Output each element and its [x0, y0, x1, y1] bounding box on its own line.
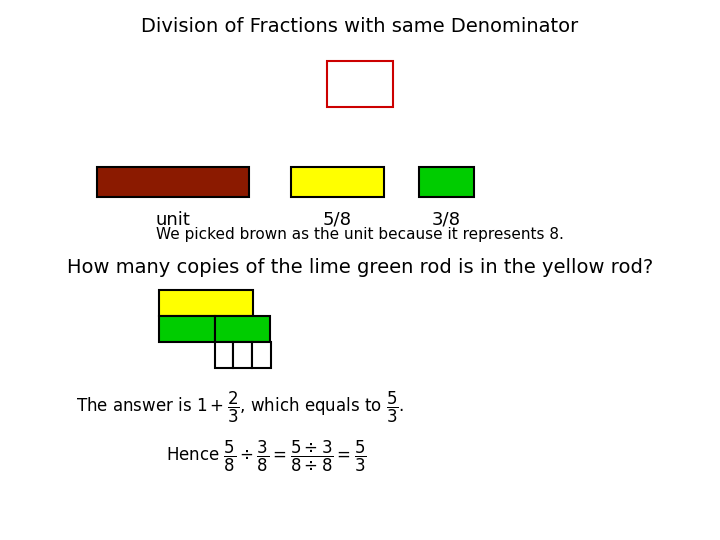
Bar	[327, 60, 393, 106]
Text: 5: 5	[339, 65, 351, 83]
Text: How many copies of the lime green rod is in the yellow rod?: How many copies of the lime green rod is…	[67, 258, 653, 277]
Text: 3: 3	[369, 65, 381, 83]
Bar	[97, 167, 249, 197]
Bar	[159, 316, 215, 342]
Text: 3/8: 3/8	[432, 211, 461, 228]
Bar	[233, 342, 252, 368]
Text: 8: 8	[369, 84, 381, 103]
Bar	[215, 342, 233, 368]
Text: 8: 8	[339, 84, 351, 103]
Text: We picked brown as the unit because it represents 8.: We picked brown as the unit because it r…	[156, 227, 564, 242]
Text: The answer is $1 + \dfrac{2}{3}$, which equals to $\dfrac{5}{3}$.: The answer is $1 + \dfrac{2}{3}$, which …	[76, 390, 405, 426]
Text: unit: unit	[156, 211, 191, 228]
Bar	[215, 316, 270, 342]
Bar	[419, 167, 474, 197]
Text: ÷: ÷	[354, 75, 366, 89]
Bar	[291, 167, 384, 197]
Text: Division of Fractions with same Denominator: Division of Fractions with same Denomina…	[141, 17, 579, 37]
Bar	[159, 290, 253, 316]
Bar	[252, 342, 271, 368]
Text: Hence $\dfrac{5}{8} \div \dfrac{3}{8} = \dfrac{5 \div 3}{8 \div 8} = \dfrac{5}{3: Hence $\dfrac{5}{8} \div \dfrac{3}{8} = …	[166, 438, 367, 474]
Text: 5/8: 5/8	[323, 211, 352, 228]
